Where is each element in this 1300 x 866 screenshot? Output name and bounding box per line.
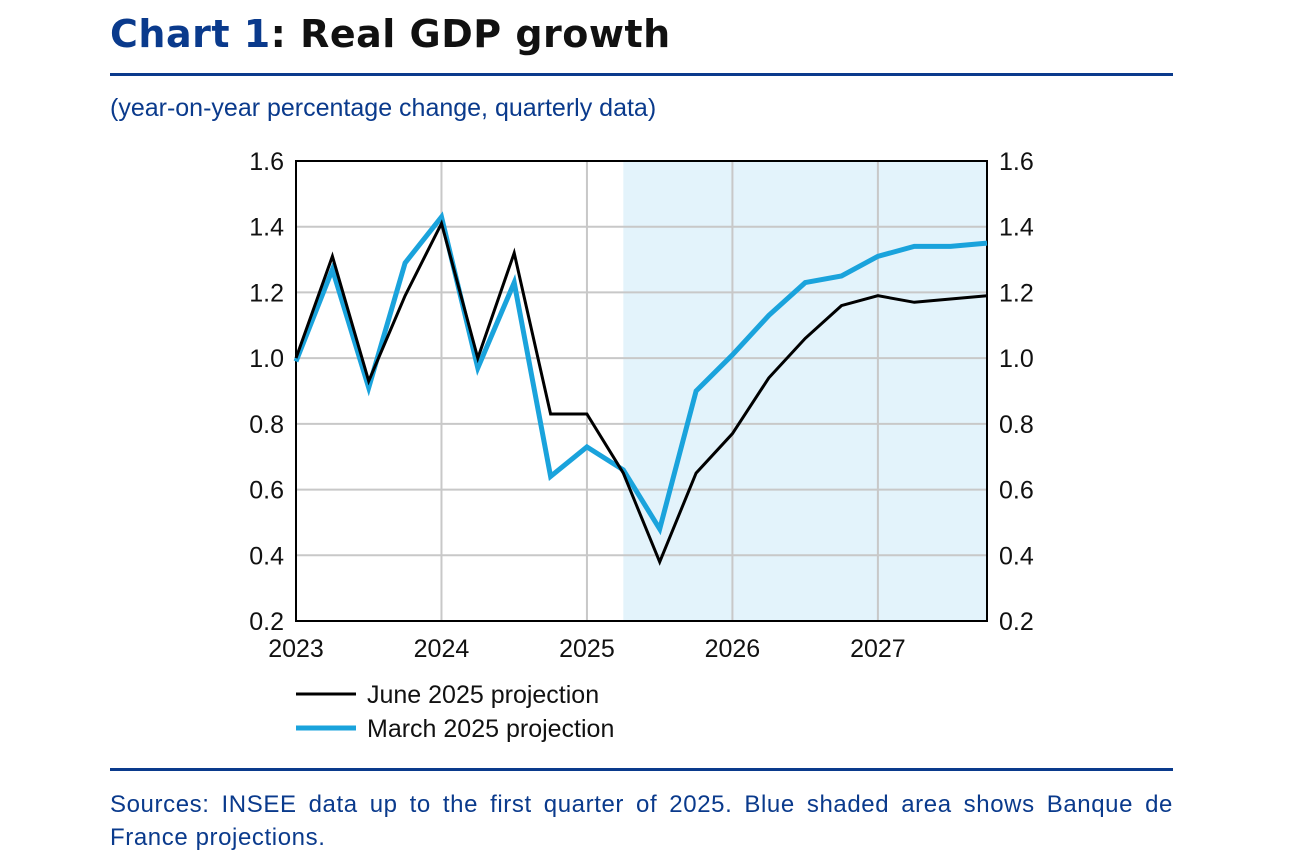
top-divider [110,73,1173,76]
y-tick-label-left: 1.4 [249,214,284,242]
chart-title-text: : Real GDP growth [270,12,671,56]
legend-label-june: June 2025 projection [367,681,599,709]
chart-title-prefix: Chart 1 [110,12,271,56]
y-tick-label-left: 0.4 [249,542,284,570]
chart-subtitle: (year-on-year percentage change, quarter… [110,94,657,122]
y-tick-label-right: 1.6 [999,148,1034,176]
y-tick-label-left: 1.0 [249,345,284,373]
chart-title: Chart 1: Real GDP growth [110,12,671,56]
bottom-divider [110,768,1173,771]
y-tick-label-left: 0.6 [249,477,284,505]
plot-frame [295,160,988,622]
series-line-march [293,211,988,536]
sources-note: Sources: INSEE data up to the first quar… [110,791,1173,851]
x-tick-label: 2023 [268,635,324,663]
x-tick-label: 2027 [850,635,906,663]
x-tick-label: 2025 [559,635,615,663]
y-tick-label-right: 0.8 [999,411,1034,439]
y-tick-label-right: 0.4 [999,542,1034,570]
y-tick-label-left: 0.8 [249,411,284,439]
y-tick-label-left: 0.2 [249,608,284,636]
y-tick-label-right: 1.4 [999,214,1034,242]
projection-shaded-area [623,161,987,621]
gdp-line-chart: 0.2 0.2 0.4 0.4 0.6 0.6 0.8 0.8 1.0 1.0 1.2 1.2 1.4 1… [249,148,1034,743]
y-tick-label-right: 1.2 [999,279,1034,307]
x-tick-label: 2024 [414,635,470,663]
y-tick-label-right: 0.6 [999,477,1034,505]
y-tick-label-left: 1.2 [249,279,284,307]
legend-label-march: March 2025 projection [367,715,614,743]
x-tick-label: 2026 [705,635,761,663]
y-tick-label-right: 0.2 [999,608,1034,636]
y-tick-label-right: 1.0 [999,345,1034,373]
series-line-june [294,219,988,566]
y-tick-label-left: 1.6 [249,148,284,176]
